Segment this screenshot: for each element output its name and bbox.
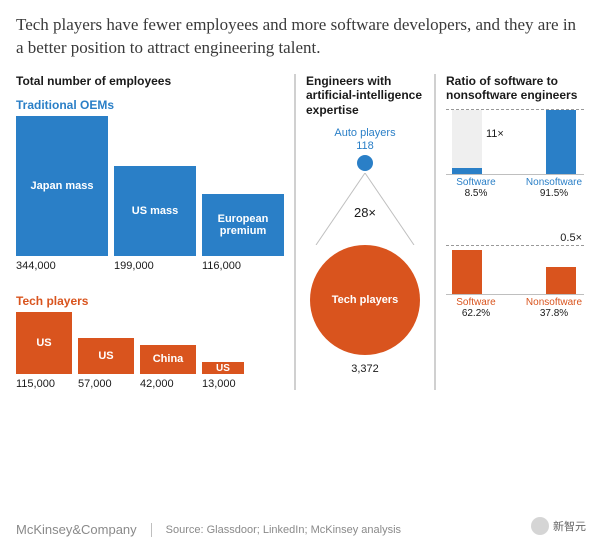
employees-title: Total number of employees — [16, 74, 284, 88]
auto-circle — [357, 155, 373, 171]
bar-tech-us1-rect: US — [16, 312, 72, 374]
ratio-top-nsw-pct: 91.5% — [524, 188, 584, 199]
tech-label: Tech players — [16, 294, 284, 308]
bar-tech-us2-val: 57,000 — [78, 378, 134, 390]
ratio-top-nsw-label: Nonsoftware — [524, 177, 584, 188]
brand: McKinsey&Company — [16, 522, 137, 537]
panels: Total number of employees Traditional OE… — [16, 74, 584, 390]
ratio-top: 11× Software 8.5% Nonsoftware 91.5% — [446, 109, 584, 199]
bar-japan: Japan mass 344,000 — [16, 116, 108, 272]
panel-ratio: Ratio of software to nonsoftware enginee… — [436, 74, 584, 390]
ratio-bottom-mult: 0.5× — [560, 232, 582, 244]
tech-circle: Tech players — [310, 245, 420, 355]
bar-tech-us3-rect: US — [202, 362, 244, 374]
ratio-top-sw-bar — [452, 168, 482, 174]
ratio-top-chart: 11× — [446, 109, 584, 175]
bar-tech-us1: US 115,000 — [16, 312, 72, 390]
panel-employees: Total number of employees Traditional OE… — [16, 74, 296, 390]
bar-euro-rect: European premium — [202, 194, 284, 256]
ratio-title: Ratio of software to nonsoftware enginee… — [446, 74, 584, 103]
bar-usmass-rect: US mass — [114, 166, 196, 256]
ratio-bottom-sw-label: Software — [446, 297, 506, 308]
ratio-bottom: 0.5× Software 62.2% Nonsoftware 37.8% — [446, 245, 584, 319]
multiplier-28x: 28× — [354, 205, 376, 220]
ratio-top-sw-label: Software — [446, 177, 506, 188]
ratio-bottom-sw-pct: 62.2% — [446, 308, 506, 319]
bar-tech-china-val: 42,000 — [140, 378, 196, 390]
ratio-bottom-sw-bar — [452, 250, 482, 294]
bar-tech-china: China 42,000 — [140, 345, 196, 390]
bar-tech-us2: US 57,000 — [78, 338, 134, 390]
footer-divider — [151, 523, 152, 537]
watermark-icon — [531, 517, 549, 535]
ratio-top-labels: Software 8.5% Nonsoftware 91.5% — [446, 175, 584, 199]
tech-bars: US 115,000 US 57,000 China 42,000 US 13,… — [16, 312, 284, 390]
ratio-top-bg — [452, 110, 482, 174]
auto-players-label: Auto players 118 — [334, 127, 395, 153]
bar-usmass-val: 199,000 — [114, 260, 196, 272]
ratio-bottom-chart: 0.5× — [446, 245, 584, 295]
tech-value: 3,372 — [351, 363, 379, 375]
funnel-guides: 28× — [310, 173, 420, 245]
ratio-top-sw-pct: 8.5% — [446, 188, 506, 199]
bar-tech-us1-val: 115,000 — [16, 378, 72, 390]
source: Source: Glassdoor; LinkedIn; McKinsey an… — [166, 524, 401, 536]
ratio-top-nsw-bar — [546, 110, 576, 174]
ratio-bottom-labels: Software 62.2% Nonsoftware 37.8% — [446, 295, 584, 319]
footer: McKinsey&Company Source: Glassdoor; Link… — [16, 522, 584, 537]
oem-bars: Japan mass 344,000 US mass 199,000 Europ… — [16, 116, 284, 272]
engineers-title: Engineers with artificial-intelligence e… — [306, 74, 424, 117]
ratio-bottom-nsw-bar — [546, 267, 576, 294]
bar-euro: European premium 116,000 — [202, 194, 284, 272]
oem-label: Traditional OEMs — [16, 98, 284, 112]
bar-tech-us3: US 13,000 — [202, 362, 244, 390]
bar-japan-rect: Japan mass — [16, 116, 108, 256]
ratio-bottom-nsw-pct: 37.8% — [524, 308, 584, 319]
bar-japan-val: 344,000 — [16, 260, 108, 272]
bar-euro-val: 116,000 — [202, 260, 284, 272]
panel-engineers: Engineers with artificial-intelligence e… — [296, 74, 436, 390]
ratio-bottom-nsw-label: Nonsoftware — [524, 297, 584, 308]
bar-tech-china-rect: China — [140, 345, 196, 374]
headline: Tech players have fewer employees and mo… — [16, 14, 584, 60]
bar-tech-us3-val: 13,000 — [202, 378, 244, 390]
bar-tech-us2-rect: US — [78, 338, 134, 374]
ratio-top-mult: 11× — [486, 128, 504, 140]
watermark: 新智元 — [531, 517, 586, 535]
bar-usmass: US mass 199,000 — [114, 166, 196, 272]
